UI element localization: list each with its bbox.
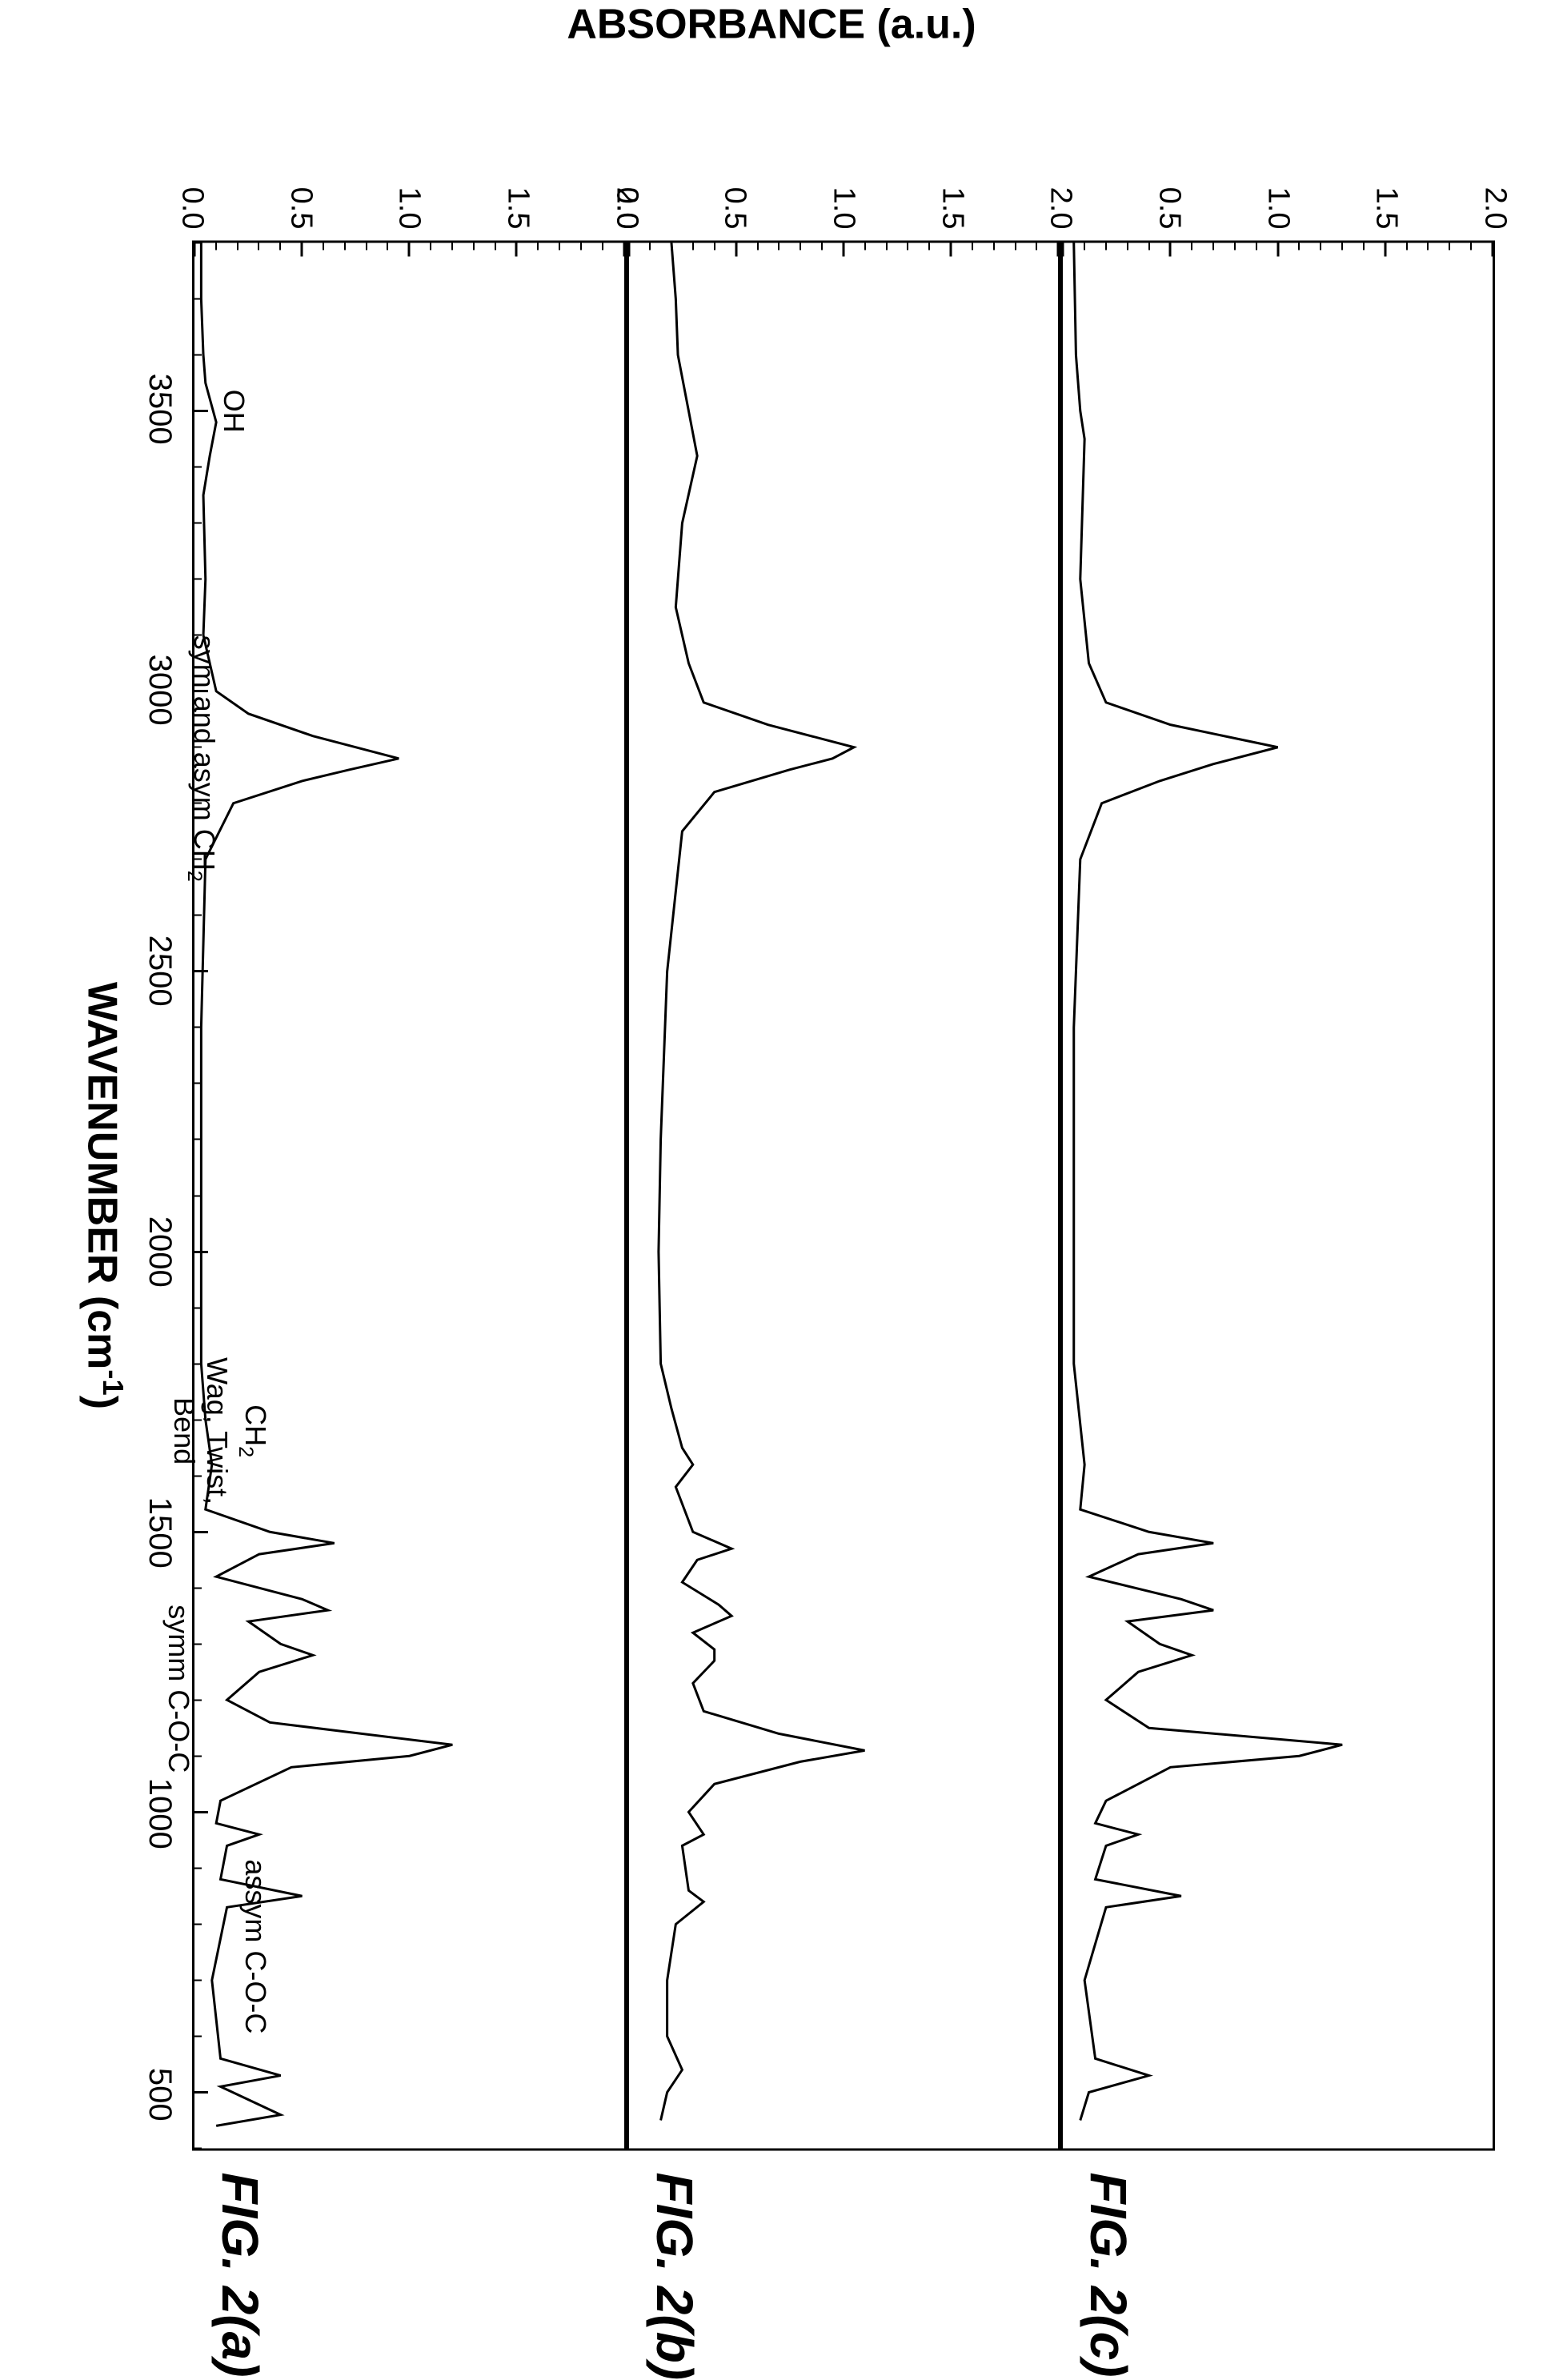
- y-tick-label: 2.0: [1044, 186, 1078, 229]
- y-tick-label: 1.5: [935, 186, 969, 229]
- figure-label-a: FIG. 2(a): [210, 2172, 270, 2377]
- x-tick-label: 2500: [142, 935, 178, 1006]
- y-tick-label: 0.5: [1152, 186, 1186, 229]
- x-tick-label: 1000: [142, 1777, 178, 1849]
- figure-label-c: FIG. 2(c): [1079, 2172, 1138, 2377]
- x-tick-label: 500: [142, 2067, 178, 2121]
- plot-area-c: FIG. 2(c): [1060, 240, 1495, 2150]
- x-axis-title: WAVENUMBER (cm-1): [78, 981, 130, 1408]
- x-tick-label: 2000: [142, 1216, 178, 1287]
- x-axis: WAVENUMBER (cm-1) 3500300025002000150010…: [96, 240, 192, 2150]
- x-tick-label: 3500: [142, 373, 178, 444]
- x-tick-label: 3000: [142, 654, 178, 725]
- y-tick-label: 0.5: [718, 186, 752, 229]
- panel-b: 0.00.51.01.52.0FIG. 2(b): [627, 144, 1061, 2150]
- panel-c: 0.51.01.52.0FIG. 2(c): [1060, 144, 1495, 2150]
- x-tick-label: 1500: [142, 1497, 178, 1568]
- y-tick-label: 2.0: [609, 186, 643, 229]
- y-tick-label: 1.0: [1260, 186, 1295, 229]
- y-tick-label: 0.5: [283, 186, 318, 229]
- rotated-chart-container: ABSORBANCE (a.u.) 0.5 1.0 1.5 2.0 FIG. 2(c) 0…: [0, 0, 1543, 2246]
- plot-area-b: FIG. 2(b): [627, 240, 1061, 2150]
- figure-container: ABSORBANCE (a.u.) 0.5 1.0 1.5 2.0 FIG. 2(c) 0…: [0, 0, 1543, 2246]
- spectrum-trace-b: [629, 242, 1059, 2148]
- y-tick-label: 1.0: [826, 186, 860, 229]
- plot-area-a: OHsym and asym CH2CH2Wag, Twist,Bendsymm…: [192, 240, 627, 2150]
- figure-label-b: FIG. 2(b): [645, 2172, 704, 2380]
- y-tick-label: 2.0: [1478, 186, 1513, 229]
- panel-stack: 0.51.01.52.0FIG. 2(c)0.00.51.01.52.0FIG.…: [192, 144, 1495, 2150]
- y-tick-label: 1.5: [1369, 186, 1404, 229]
- y-axis-b: 0.00.51.01.52.0: [627, 144, 1061, 240]
- y-tick-label: 1.0: [392, 186, 427, 229]
- y-axis-a: 0.00.51.01.52.0: [192, 144, 627, 240]
- y-tick-label: 1.5: [500, 186, 535, 229]
- panel-a: 0.00.51.01.52.0OHsym and asym CH2CH2Wag,…: [192, 144, 627, 2150]
- y-axis-c: 0.51.01.52.0: [1060, 144, 1495, 240]
- annotation: assym C-O-C: [239, 1859, 272, 2033]
- annotation: OH: [218, 389, 250, 432]
- y-tick-label: 0.0: [174, 186, 209, 229]
- spectrum-trace-c: [1063, 242, 1493, 2148]
- y-axis-title: ABSORBANCE (a.u.): [567, 0, 976, 48]
